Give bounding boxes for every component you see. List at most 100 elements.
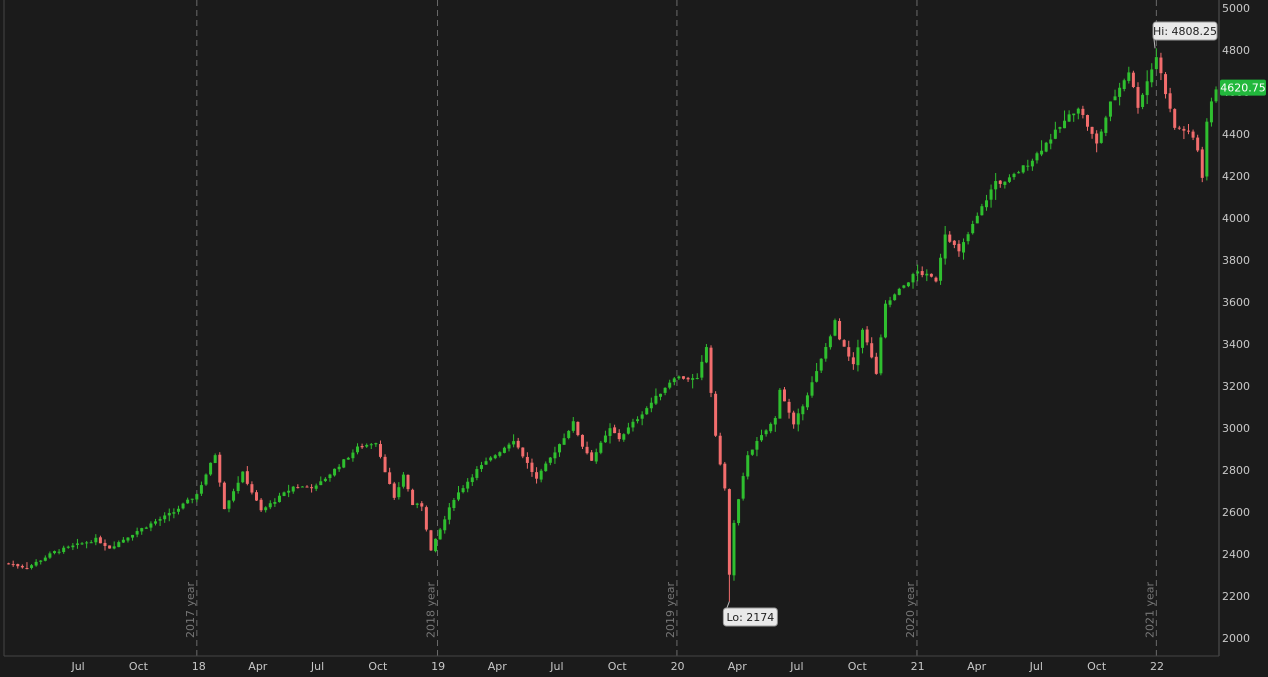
candle-body (378, 444, 382, 457)
candle-body (438, 529, 442, 540)
candle-body (755, 441, 759, 450)
candle-up (346, 456, 350, 460)
candle-body (53, 551, 57, 554)
candle-body (1053, 129, 1057, 139)
candle-up (769, 422, 773, 434)
candle-up (461, 485, 465, 494)
candle-body (962, 242, 966, 253)
candle-body (227, 500, 231, 509)
candle-body (218, 454, 222, 483)
candle-body (507, 444, 511, 449)
candle-body (103, 542, 107, 546)
candle-body (406, 474, 410, 490)
candle-up (144, 526, 148, 529)
candle-body (434, 538, 438, 552)
candle-up (273, 498, 277, 507)
candle-body (874, 356, 878, 374)
candle-body (1003, 181, 1007, 185)
x-tick-label: Oct (129, 660, 149, 673)
high-callout-box (1152, 21, 1218, 41)
candle-up (319, 476, 323, 486)
candle-body (769, 423, 773, 432)
candle-body (622, 434, 626, 440)
candle-body (268, 503, 272, 508)
candle-up (704, 344, 708, 364)
candle-body (140, 528, 144, 532)
candle-body (723, 463, 727, 489)
y-tick-label: 2000 (1222, 632, 1250, 645)
candle-body (700, 361, 704, 378)
candle-body (154, 521, 158, 524)
candle-down (723, 461, 727, 491)
candle-up (140, 527, 144, 535)
candle-up (484, 457, 488, 465)
candle-body (897, 288, 901, 295)
candle-body (599, 442, 603, 453)
candle-up (824, 343, 828, 362)
candle-body (346, 457, 350, 460)
candle-up (645, 406, 649, 415)
candle-down (782, 386, 786, 402)
candle-body (62, 547, 66, 553)
candle-up (351, 449, 355, 462)
candle-up (75, 538, 79, 549)
candle-up (594, 448, 598, 464)
candle-down (838, 318, 842, 341)
candle-up (158, 516, 162, 526)
candle-body (39, 560, 43, 562)
candle-body (126, 537, 130, 541)
candle-up (493, 454, 497, 460)
candle-down (998, 180, 1002, 188)
candle-body (273, 501, 277, 504)
candle-up (333, 468, 337, 477)
candle-body (548, 457, 552, 463)
candle-body (85, 542, 89, 544)
candle-down (305, 485, 309, 488)
candle-up (801, 404, 805, 421)
candle-up (539, 468, 543, 483)
candle-down (516, 437, 520, 450)
candle-body (553, 452, 557, 459)
candle-body (617, 432, 621, 440)
candle-body (805, 395, 809, 408)
candle-body (567, 430, 571, 438)
candle-body (392, 483, 396, 498)
candle-body (902, 285, 906, 288)
candle-body (351, 452, 355, 459)
y-tick-label: 4400 (1222, 128, 1250, 141)
candle-down (681, 376, 685, 380)
candle-body (296, 487, 300, 489)
candle-up (626, 422, 630, 435)
candle-body (576, 421, 580, 436)
candle-up (1017, 170, 1021, 174)
candle-body (1154, 57, 1158, 70)
candle-body (117, 542, 121, 548)
candle-body (842, 340, 846, 347)
candle-body (1159, 57, 1163, 74)
candle-up (34, 559, 38, 567)
candle-down (929, 273, 933, 278)
candle-up (1072, 113, 1076, 122)
candle-body (847, 347, 851, 357)
candle-body (98, 537, 102, 544)
candle-body (190, 498, 194, 500)
candle-body (1177, 127, 1181, 129)
candle-body (994, 181, 998, 190)
candle-up (636, 416, 640, 424)
candle-up (39, 560, 43, 565)
candle-body (603, 435, 607, 443)
candle-up (1035, 151, 1039, 164)
x-tick-label: 22 (1150, 660, 1164, 673)
candle-body (333, 468, 337, 476)
candle-body (20, 565, 24, 568)
candle-body (640, 414, 644, 419)
candle-down (250, 481, 254, 495)
candle-body (259, 499, 263, 511)
candle-up (489, 456, 493, 462)
candle-down (7, 562, 11, 565)
candle-up (149, 521, 153, 532)
candle-body (911, 274, 915, 283)
year-separator-label: 2020 year (904, 581, 917, 638)
candle-up (314, 483, 318, 492)
